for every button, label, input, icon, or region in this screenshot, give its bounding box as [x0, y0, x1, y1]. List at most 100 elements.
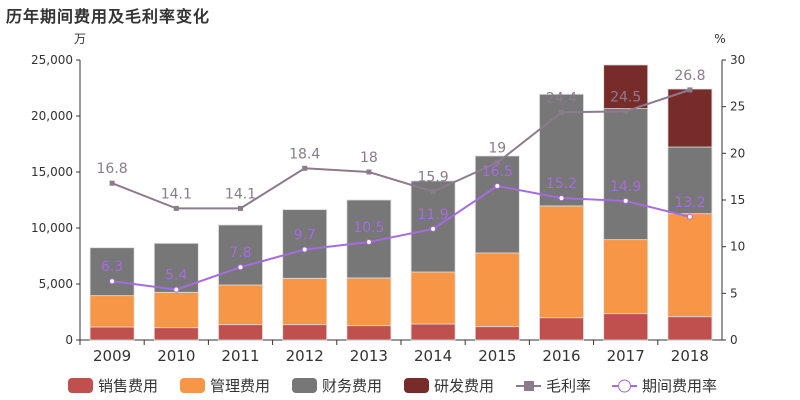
data-label-毛利率: 14.1: [161, 186, 192, 202]
left-tick-label: 0: [65, 333, 73, 347]
bar-管理费用: [218, 284, 263, 326]
data-label-毛利率: 14.1: [225, 186, 256, 202]
right-tick-label: 25: [730, 100, 745, 114]
legend-label: 研发费用: [434, 377, 494, 395]
legend-label: 管理费用: [210, 377, 270, 395]
data-label-毛利率: 24.4: [546, 90, 577, 106]
bar-销售费用: [218, 324, 263, 341]
bar-管理费用: [346, 277, 392, 327]
x-tick-label: 2010: [157, 347, 195, 365]
data-label-期间费用率: 6.3: [101, 259, 123, 275]
legend-swatch: [180, 378, 205, 393]
bar-管理费用: [667, 213, 713, 318]
right-tick-label: 10: [730, 240, 745, 254]
bar-销售费用: [346, 325, 392, 341]
bar-管理费用: [603, 239, 649, 315]
x-tick-label: 2014: [414, 347, 452, 365]
marker-毛利率: [109, 180, 115, 186]
right-tick-label: 0: [730, 333, 738, 347]
marker-期间费用率: [430, 225, 437, 232]
x-tick-label: 2013: [350, 347, 388, 365]
marker-期间费用率: [237, 264, 244, 271]
data-label-毛利率: 16.8: [97, 161, 128, 177]
marker-期间费用率: [494, 183, 501, 189]
bar-销售费用: [667, 316, 713, 341]
bar-销售费用: [539, 317, 584, 341]
x-tick-label: 2016: [542, 347, 580, 365]
legend-label: 财务费用: [322, 377, 382, 395]
data-label-毛利率: 24.5: [610, 89, 641, 105]
bar-销售费用: [89, 326, 135, 341]
data-label-期间费用率: 7.8: [229, 245, 251, 261]
x-tick-label: 2012: [286, 347, 324, 365]
data-label-毛利率: 15.9: [418, 170, 449, 186]
marker-期间费用率: [622, 197, 629, 204]
line-毛利率: [111, 88, 691, 210]
left-tick-label: 10,000: [31, 221, 73, 235]
data-label-期间费用率: 5.4: [165, 268, 187, 284]
right-tick-label: 15: [730, 193, 745, 207]
marker-期间费用率: [173, 286, 180, 293]
right-tick-label: 5: [730, 286, 738, 300]
bar-管理费用: [410, 271, 456, 325]
data-label-期间费用率: 15.2: [546, 176, 577, 192]
bar-销售费用: [474, 326, 520, 341]
data-label-期间费用率: 13.2: [674, 195, 705, 211]
legend-swatch: [68, 378, 93, 393]
legend-label: 期间费用率: [642, 377, 717, 395]
bar-管理费用: [539, 205, 584, 319]
left-tick-label: 15,000: [31, 165, 73, 179]
x-tick-label: 2009: [93, 347, 131, 365]
legend-swatch: [292, 378, 317, 393]
bar-管理费用: [89, 295, 135, 328]
bar-财务费用: [89, 247, 135, 297]
marker-毛利率: [559, 109, 564, 115]
marker-毛利率: [173, 205, 179, 211]
data-label-毛利率: 26.8: [674, 68, 705, 84]
left-tick-label: 25,000: [31, 53, 73, 67]
marker-毛利率: [366, 169, 372, 175]
bar-管理费用: [153, 291, 199, 329]
data-label-毛利率: 18.4: [289, 146, 320, 162]
legend-label: 毛利率: [546, 377, 591, 395]
x-tick-label: 2015: [478, 347, 516, 365]
bar-管理费用: [282, 277, 328, 326]
bar-财务费用: [218, 224, 263, 286]
bar-销售费用: [603, 313, 649, 341]
right-tick-label: 30: [730, 53, 745, 67]
marker-期间费用率: [109, 278, 116, 285]
bar-销售费用: [153, 327, 199, 341]
marker-毛利率: [494, 160, 500, 166]
bar-销售费用: [410, 323, 456, 341]
marker-毛利率: [302, 165, 308, 171]
marker-毛利率: [430, 189, 436, 195]
data-label-毛利率: 19: [488, 141, 506, 157]
legend-marker: [618, 379, 631, 393]
data-label-期间费用率: 11.9: [418, 207, 449, 223]
bar-财务费用: [603, 108, 649, 241]
legend-label: 销售费用: [98, 377, 158, 395]
marker-毛利率: [238, 205, 243, 211]
data-label-期间费用率: 10.5: [353, 220, 384, 236]
bar-研发费用: [603, 64, 649, 110]
right-tick-label: 20: [730, 146, 745, 160]
bar-销售费用: [282, 324, 328, 341]
left-axis-unit: 万: [74, 32, 86, 46]
marker-毛利率: [687, 87, 693, 93]
left-tick-label: 5,000: [39, 277, 73, 291]
bar-管理费用: [474, 252, 520, 328]
data-label-期间费用率: 14.9: [610, 179, 641, 195]
left-tick-label: 20,000: [31, 109, 73, 123]
legend-swatch: [404, 378, 429, 393]
x-tick-label: 2011: [221, 347, 259, 365]
x-tick-label: 2017: [607, 347, 645, 365]
line-期间费用率: [111, 184, 691, 291]
data-label-期间费用率: 16.5: [482, 164, 513, 180]
bar-财务费用: [667, 146, 713, 215]
marker-期间费用率: [686, 213, 693, 220]
bar-财务费用: [282, 209, 328, 279]
chart-title: 历年期间费用及毛利率变化: [6, 7, 211, 26]
right-axis-unit: %: [714, 32, 725, 46]
